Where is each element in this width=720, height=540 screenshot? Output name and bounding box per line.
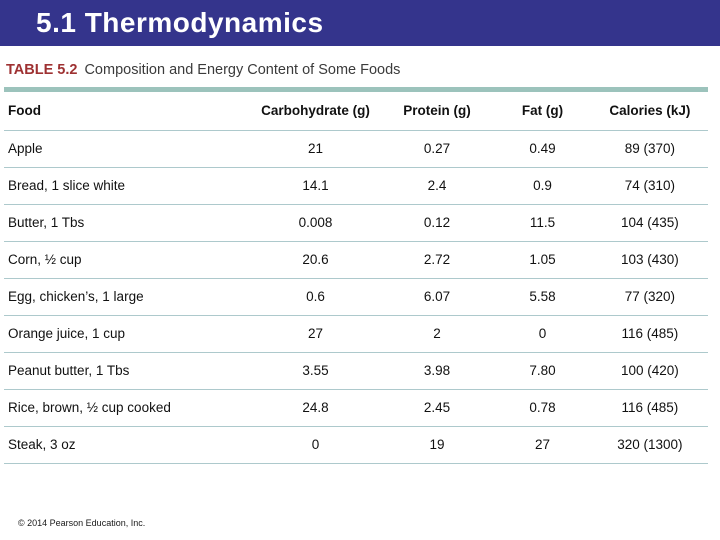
food-name-cell: Apple bbox=[4, 130, 251, 168]
column-header: Food bbox=[4, 92, 251, 131]
value-cell: 21 bbox=[250, 130, 381, 168]
food-name-cell: Orange juice, 1 cup bbox=[4, 315, 251, 353]
table-row: Corn, ½ cup 20.6 2.72 1.05 103 (430) bbox=[4, 241, 708, 279]
value-cell: 2.4 bbox=[380, 167, 494, 205]
column-header: Protein (g) bbox=[380, 92, 494, 131]
table-top-rule bbox=[4, 87, 708, 92]
column-header: Calories (kJ) bbox=[591, 92, 708, 131]
value-cell: 2.45 bbox=[380, 389, 494, 427]
value-cell: 116 (485) bbox=[591, 389, 708, 427]
value-cell: 7.80 bbox=[493, 352, 592, 390]
value-cell: 103 (430) bbox=[591, 241, 708, 279]
value-cell: 19 bbox=[380, 426, 494, 464]
value-cell: 0 bbox=[493, 315, 592, 353]
food-table-body: Apple 21 0.27 0.49 89 (370) Bread, 1 slice wh… bbox=[4, 130, 708, 464]
food-table-header-row: Food Carbohydrate (g) Protein (g) Fat (g) Ca… bbox=[4, 92, 708, 131]
value-cell: 77 (320) bbox=[591, 278, 708, 316]
slide-title-bar: 5.1 Thermodynamics bbox=[0, 0, 720, 46]
value-cell: 27 bbox=[493, 426, 592, 464]
table-caption-text: Composition and Energy Content of Some F… bbox=[84, 62, 401, 78]
food-name-cell: Rice, brown, ½ cup cooked bbox=[4, 389, 251, 427]
copyright-footer: © 2014 Pearson Education, Inc. bbox=[18, 518, 146, 528]
value-cell: 0.78 bbox=[493, 389, 592, 427]
column-header: Fat (g) bbox=[493, 92, 592, 131]
value-cell: 89 (370) bbox=[591, 130, 708, 168]
value-cell: 116 (485) bbox=[591, 315, 708, 353]
table-block: TABLE 5.2 Composition and Energy Content … bbox=[0, 46, 720, 464]
food-name-cell: Peanut butter, 1 Tbs bbox=[4, 352, 251, 390]
value-cell: 3.98 bbox=[380, 352, 494, 390]
food-table: Food Carbohydrate (g) Protein (g) Fat (g) Ca… bbox=[4, 92, 708, 464]
table-row: Bread, 1 slice white 14.1 2.4 0.9 74 (310) bbox=[4, 167, 708, 205]
value-cell: 2.72 bbox=[380, 241, 494, 279]
value-cell: 6.07 bbox=[380, 278, 494, 316]
table-label: TABLE 5.2 bbox=[6, 62, 78, 78]
value-cell: 104 (435) bbox=[591, 204, 708, 242]
value-cell: 2 bbox=[380, 315, 494, 353]
value-cell: 0.6 bbox=[250, 278, 381, 316]
value-cell: 0.27 bbox=[380, 130, 494, 168]
table-row: Apple 21 0.27 0.49 89 (370) bbox=[4, 130, 708, 168]
food-name-cell: Bread, 1 slice white bbox=[4, 167, 251, 205]
value-cell: 1.05 bbox=[493, 241, 592, 279]
value-cell: 320 (1300) bbox=[591, 426, 708, 464]
food-name-cell: Corn, ½ cup bbox=[4, 241, 251, 279]
value-cell: 5.58 bbox=[493, 278, 592, 316]
food-name-cell: Butter, 1 Tbs bbox=[4, 204, 251, 242]
slide-title: 5.1 Thermodynamics bbox=[36, 7, 324, 38]
value-cell: 0.9 bbox=[493, 167, 592, 205]
value-cell: 27 bbox=[250, 315, 381, 353]
table-row: Steak, 3 oz 0 19 27 320 (1300) bbox=[4, 426, 708, 464]
food-name-cell: Steak, 3 oz bbox=[4, 426, 251, 464]
value-cell: 74 (310) bbox=[591, 167, 708, 205]
table-row: Peanut butter, 1 Tbs 3.55 3.98 7.80 100 (420… bbox=[4, 352, 708, 390]
value-cell: 11.5 bbox=[493, 204, 592, 242]
value-cell: 14.1 bbox=[250, 167, 381, 205]
table-caption: TABLE 5.2 Composition and Energy Content … bbox=[4, 62, 710, 78]
table-row: Orange juice, 1 cup 27 2 0 116 (485) bbox=[4, 315, 708, 353]
table-row: Egg, chicken’s, 1 large 0.6 6.07 5.58 77 (32… bbox=[4, 278, 708, 316]
value-cell: 0.12 bbox=[380, 204, 494, 242]
table-row: Rice, brown, ½ cup cooked 24.8 2.45 0.78 116… bbox=[4, 389, 708, 427]
value-cell: 0.008 bbox=[250, 204, 381, 242]
value-cell: 20.6 bbox=[250, 241, 381, 279]
value-cell: 3.55 bbox=[250, 352, 381, 390]
food-name-cell: Egg, chicken’s, 1 large bbox=[4, 278, 251, 316]
value-cell: 0.49 bbox=[493, 130, 592, 168]
value-cell: 0 bbox=[250, 426, 381, 464]
value-cell: 24.8 bbox=[250, 389, 381, 427]
column-header: Carbohydrate (g) bbox=[250, 92, 381, 131]
table-row: Butter, 1 Tbs 0.008 0.12 11.5 104 (435) bbox=[4, 204, 708, 242]
value-cell: 100 (420) bbox=[591, 352, 708, 390]
